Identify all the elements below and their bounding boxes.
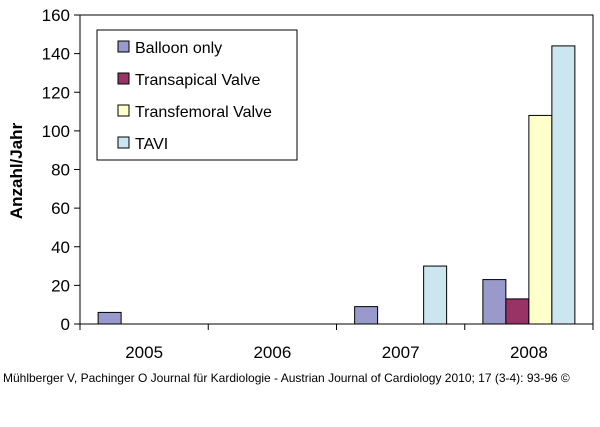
- legend-box: [96, 29, 298, 161]
- x-tick-label: 2008: [510, 343, 548, 362]
- y-tick-label: 160: [42, 6, 70, 25]
- bar-chart: 0 20 40 60 80 100 120 140 160 2005 2006 2007 2008 An…: [7, 6, 594, 362]
- legend: Balloon only Transapical Valve Transfemora…: [96, 29, 298, 161]
- bar-balloon-only-2007: [354, 306, 379, 325]
- legend-swatch: [117, 136, 130, 149]
- bar-transapical-valve-2008: [505, 298, 530, 325]
- y-tick-label: 20: [51, 276, 70, 295]
- legend-label: Transfemoral Valve: [135, 104, 272, 121]
- x-tick-label: 2007: [382, 343, 420, 362]
- legend-label: Balloon only: [135, 40, 222, 57]
- x-tick-label: 2005: [125, 343, 163, 362]
- x-tick-label: 2006: [253, 343, 291, 362]
- y-axis-label: Anzahl/Jahr: [7, 122, 26, 219]
- y-tick-label: 100: [42, 122, 70, 141]
- bar-tavi-2008: [551, 45, 576, 325]
- caption: Mühlberger V, Pachinger O Journal für Ka…: [3, 371, 570, 385]
- y-tick-label: 120: [42, 83, 70, 102]
- bar-balloon-only-2005: [97, 311, 122, 325]
- bars: [97, 45, 576, 325]
- y-tick-label: 140: [42, 45, 70, 64]
- y-tick-label: 0: [61, 315, 70, 334]
- bar-tavi-2007: [423, 265, 448, 325]
- bar-transfemoral-valve-2008: [528, 114, 553, 325]
- bar-balloon-only-2008: [482, 279, 507, 325]
- legend-swatch: [117, 104, 130, 117]
- legend-swatch: [117, 72, 130, 85]
- y-tick-label: 80: [51, 161, 70, 180]
- legend-label: TAVI: [135, 136, 168, 153]
- legend-swatch: [117, 40, 130, 53]
- y-tick-label: 60: [51, 199, 70, 218]
- legend-label: Transapical Valve: [135, 72, 260, 89]
- y-tick-label: 40: [51, 238, 70, 257]
